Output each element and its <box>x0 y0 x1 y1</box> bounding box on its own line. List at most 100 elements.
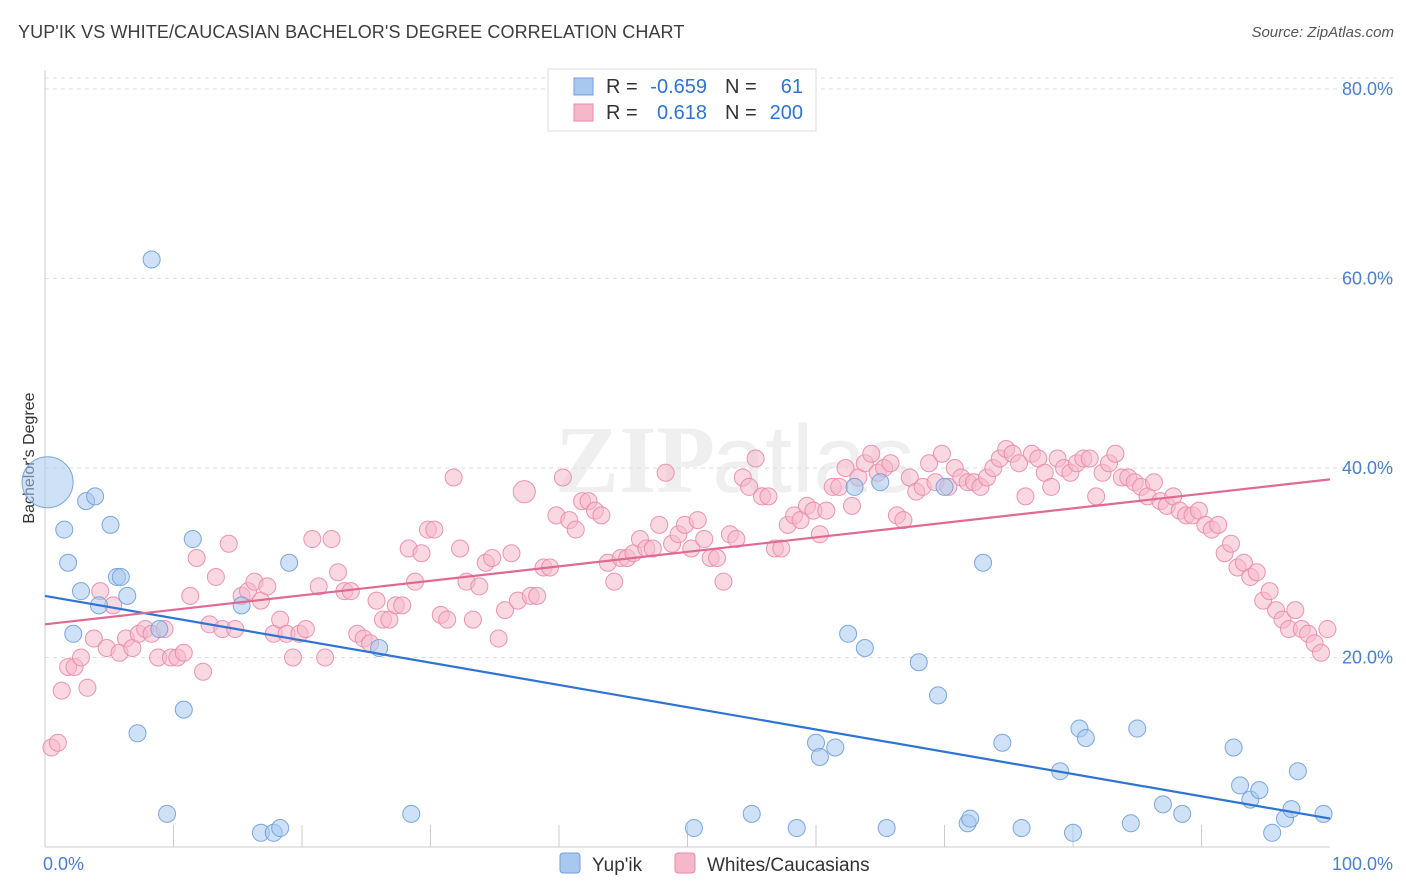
legend-label-yupik: Yup'ik <box>592 855 643 876</box>
data-point <box>128 724 147 743</box>
data-point <box>894 511 913 530</box>
legend-swatch-yupik <box>559 852 581 874</box>
data-point <box>871 473 890 492</box>
data-point <box>470 577 489 596</box>
data-point <box>367 591 386 610</box>
chart-title: YUP'IK VS WHITE/CAUCASIAN BACHELOR'S DEG… <box>18 22 685 42</box>
data-point <box>528 586 547 605</box>
data-point <box>839 624 858 643</box>
data-point <box>118 586 137 605</box>
data-point <box>512 480 536 504</box>
data-point <box>425 520 444 539</box>
data-point <box>71 582 90 601</box>
data-point <box>1080 449 1099 468</box>
stats-legend-swatch-whites <box>573 103 594 122</box>
data-point <box>1282 800 1301 819</box>
data-point <box>64 624 83 643</box>
data-point <box>909 653 928 672</box>
data-point <box>1153 795 1172 814</box>
data-point <box>1263 823 1282 842</box>
data-point <box>1209 515 1228 534</box>
data-point <box>451 539 470 558</box>
data-point <box>1087 487 1106 506</box>
data-point <box>1064 823 1082 842</box>
y-axis-tick-labels: 20.0% 40.0% 60.0% 80.0% <box>1342 79 1393 668</box>
data-point <box>232 596 251 615</box>
data-point <box>688 511 707 530</box>
data-point <box>84 629 103 648</box>
source-label: Source: ZipAtlas.com <box>1251 24 1394 41</box>
data-point <box>650 515 669 534</box>
stats-n-value-yupik: 61 <box>781 76 803 98</box>
data-point <box>463 610 482 629</box>
data-point <box>929 686 948 705</box>
data-point <box>1121 814 1140 833</box>
stats-n-label-whites: N = <box>725 102 757 124</box>
data-point <box>1312 643 1331 662</box>
data-point <box>714 572 733 591</box>
data-point <box>444 468 463 487</box>
data-point <box>316 648 335 667</box>
data-point <box>842 496 861 515</box>
stats-n-label-yupik: N = <box>725 76 757 98</box>
data-point <box>181 586 200 605</box>
data-point <box>1288 762 1307 781</box>
data-point <box>826 738 845 757</box>
data-point <box>566 520 585 539</box>
data-point <box>877 819 896 838</box>
data-point <box>759 487 778 506</box>
data-point <box>280 553 299 572</box>
data-point <box>502 544 521 563</box>
data-point <box>1144 473 1163 492</box>
data-point <box>920 454 939 473</box>
data-point <box>1314 804 1333 823</box>
yupik-trend-line <box>44 594 1331 820</box>
data-point <box>183 530 202 549</box>
data-point <box>194 662 213 681</box>
stats-legend: R = -0.659 N = 61 R = 0.618 N = 200 <box>547 68 817 132</box>
data-point <box>855 639 874 658</box>
data-point <box>402 804 421 823</box>
data-point <box>412 544 431 563</box>
data-point <box>553 468 572 487</box>
data-point <box>881 454 900 473</box>
data-point <box>271 819 290 838</box>
data-point <box>150 620 169 639</box>
x-tick-label-max: 100.0% <box>1332 854 1393 874</box>
bottom-legend: Yup'ik Whites/Caucasians <box>559 852 870 876</box>
data-point <box>284 648 303 667</box>
data-point <box>935 477 954 496</box>
data-point <box>1016 487 1035 506</box>
data-point <box>21 456 74 509</box>
data-point <box>592 506 611 525</box>
data-point <box>48 733 67 752</box>
data-point <box>1042 477 1061 496</box>
data-point <box>52 681 71 700</box>
data-point <box>974 553 993 572</box>
data-point <box>1318 620 1337 639</box>
legend-label-whites: Whites/Caucasians <box>707 855 870 876</box>
data-point <box>483 548 502 567</box>
data-point <box>817 501 836 520</box>
data-point <box>862 444 881 463</box>
data-point <box>322 530 341 549</box>
data-point <box>605 572 624 591</box>
data-point <box>1260 582 1279 601</box>
data-point <box>174 700 193 719</box>
data-point <box>810 747 829 766</box>
data-point <box>643 539 662 558</box>
data-point <box>836 458 855 477</box>
data-point <box>438 610 457 629</box>
data-point <box>993 733 1012 752</box>
data-point <box>1128 719 1147 738</box>
data-point <box>932 444 951 463</box>
x-tick-label-min: 0.0% <box>43 854 84 874</box>
data-point <box>258 577 277 596</box>
data-point <box>78 678 97 697</box>
stats-r-label-whites: R = <box>606 102 638 124</box>
data-point <box>158 804 177 823</box>
data-point <box>961 809 980 828</box>
y-tick-label: 60.0% <box>1342 268 1393 288</box>
y-tick-label: 40.0% <box>1342 458 1393 478</box>
